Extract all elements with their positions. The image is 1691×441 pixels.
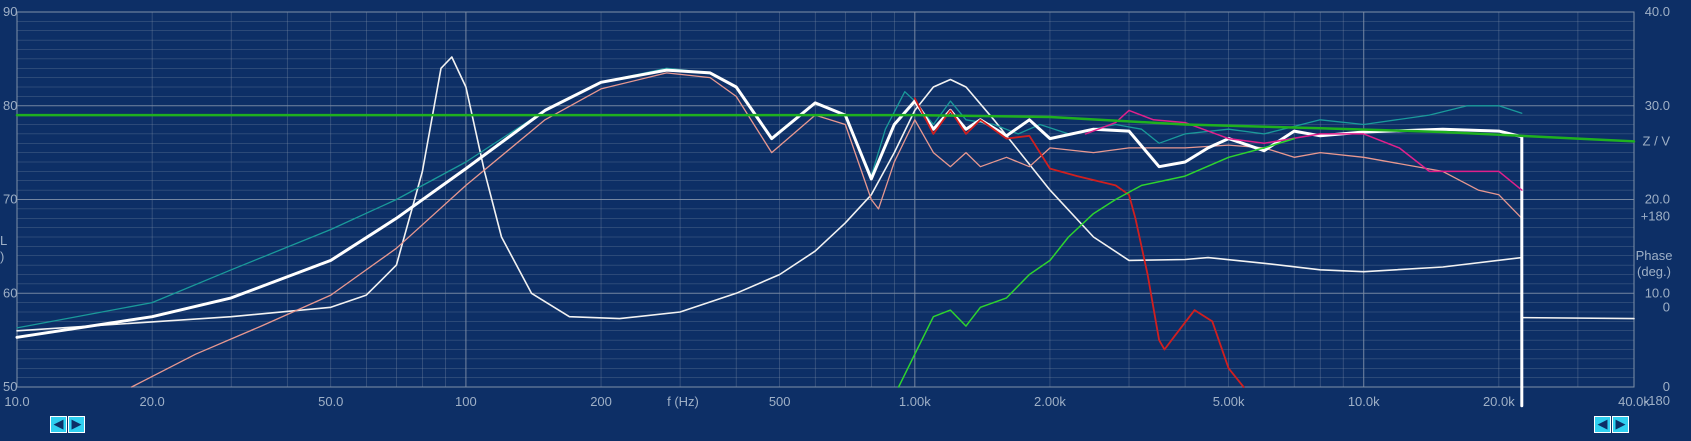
y-right-tick-label: 10.0 <box>1645 285 1670 300</box>
y-right-tick-label: 0 <box>1663 379 1670 394</box>
x-axis-label: f (Hz) <box>667 394 699 409</box>
x-tick-label: 20.0k <box>1483 394 1515 409</box>
x-tick-label: 20.0 <box>139 394 164 409</box>
arrow-left-icon: ◀ <box>53 417 64 432</box>
y-right-tick-label: 20.0 <box>1645 192 1670 207</box>
x-tick-label: 1.00k <box>899 394 931 409</box>
x-tick-label: 500 <box>769 394 791 409</box>
y-left-tick-label: 60 <box>3 285 17 300</box>
y-left-tick-label: 90 <box>3 4 17 19</box>
series-teal <box>16 67 1523 329</box>
y-left-axis-label: L <box>0 233 7 248</box>
series-white-main <box>15 68 1524 408</box>
x-tick-label: 100 <box>455 394 477 409</box>
y-right-phase-tick-label: 0 <box>1663 299 1670 314</box>
y-right-phase-tick-label: -180 <box>1644 393 1670 408</box>
arrow-right-icon: ▶ <box>71 417 82 432</box>
series-green-rising <box>897 137 1295 388</box>
y-left-tick-label: 50 <box>3 379 17 394</box>
arrow-right-icon: ▶ <box>1615 417 1626 432</box>
scroll-left-button-right[interactable]: ◀ <box>1594 416 1611 433</box>
y-left-tick-label: 70 <box>3 192 17 207</box>
plot-frame <box>16 11 1635 388</box>
x-tick-label: 5.00k <box>1213 394 1245 409</box>
y-right-axis-label: Phase <box>1636 248 1673 263</box>
arrow-left-icon: ◀ <box>1597 417 1608 432</box>
x-tick-label: 200 <box>590 394 612 409</box>
x-tick-label: 2.00k <box>1034 394 1066 409</box>
y-left-tick-label: 80 <box>3 98 17 113</box>
scroll-right-button[interactable]: ▶ <box>68 416 85 433</box>
series-red <box>913 97 1245 388</box>
series-salmon <box>130 72 1523 388</box>
x-tick-label: 10.0k <box>1348 394 1380 409</box>
scroll-right-button-right[interactable]: ▶ <box>1612 416 1629 433</box>
scroll-left-button[interactable]: ◀ <box>50 416 67 433</box>
series-green-flat <box>15 113 1636 143</box>
x-tick-label: 40.0k <box>1618 394 1650 409</box>
series-phase <box>16 56 1635 407</box>
y-left-axis-label: ) <box>0 249 4 264</box>
y-right-tick-label: 30.0 <box>1645 98 1670 113</box>
x-tick-label: 50.0 <box>318 394 343 409</box>
y-right-axis-label: (deg.) <box>1637 264 1671 279</box>
y-right-tick-label: 40.0 <box>1645 4 1670 19</box>
y-right-phase-tick-label: +180 <box>1641 208 1670 223</box>
y-right-phase-tick-label: Z / V <box>1643 133 1671 148</box>
x-tick-label: 10.0 <box>4 394 29 409</box>
